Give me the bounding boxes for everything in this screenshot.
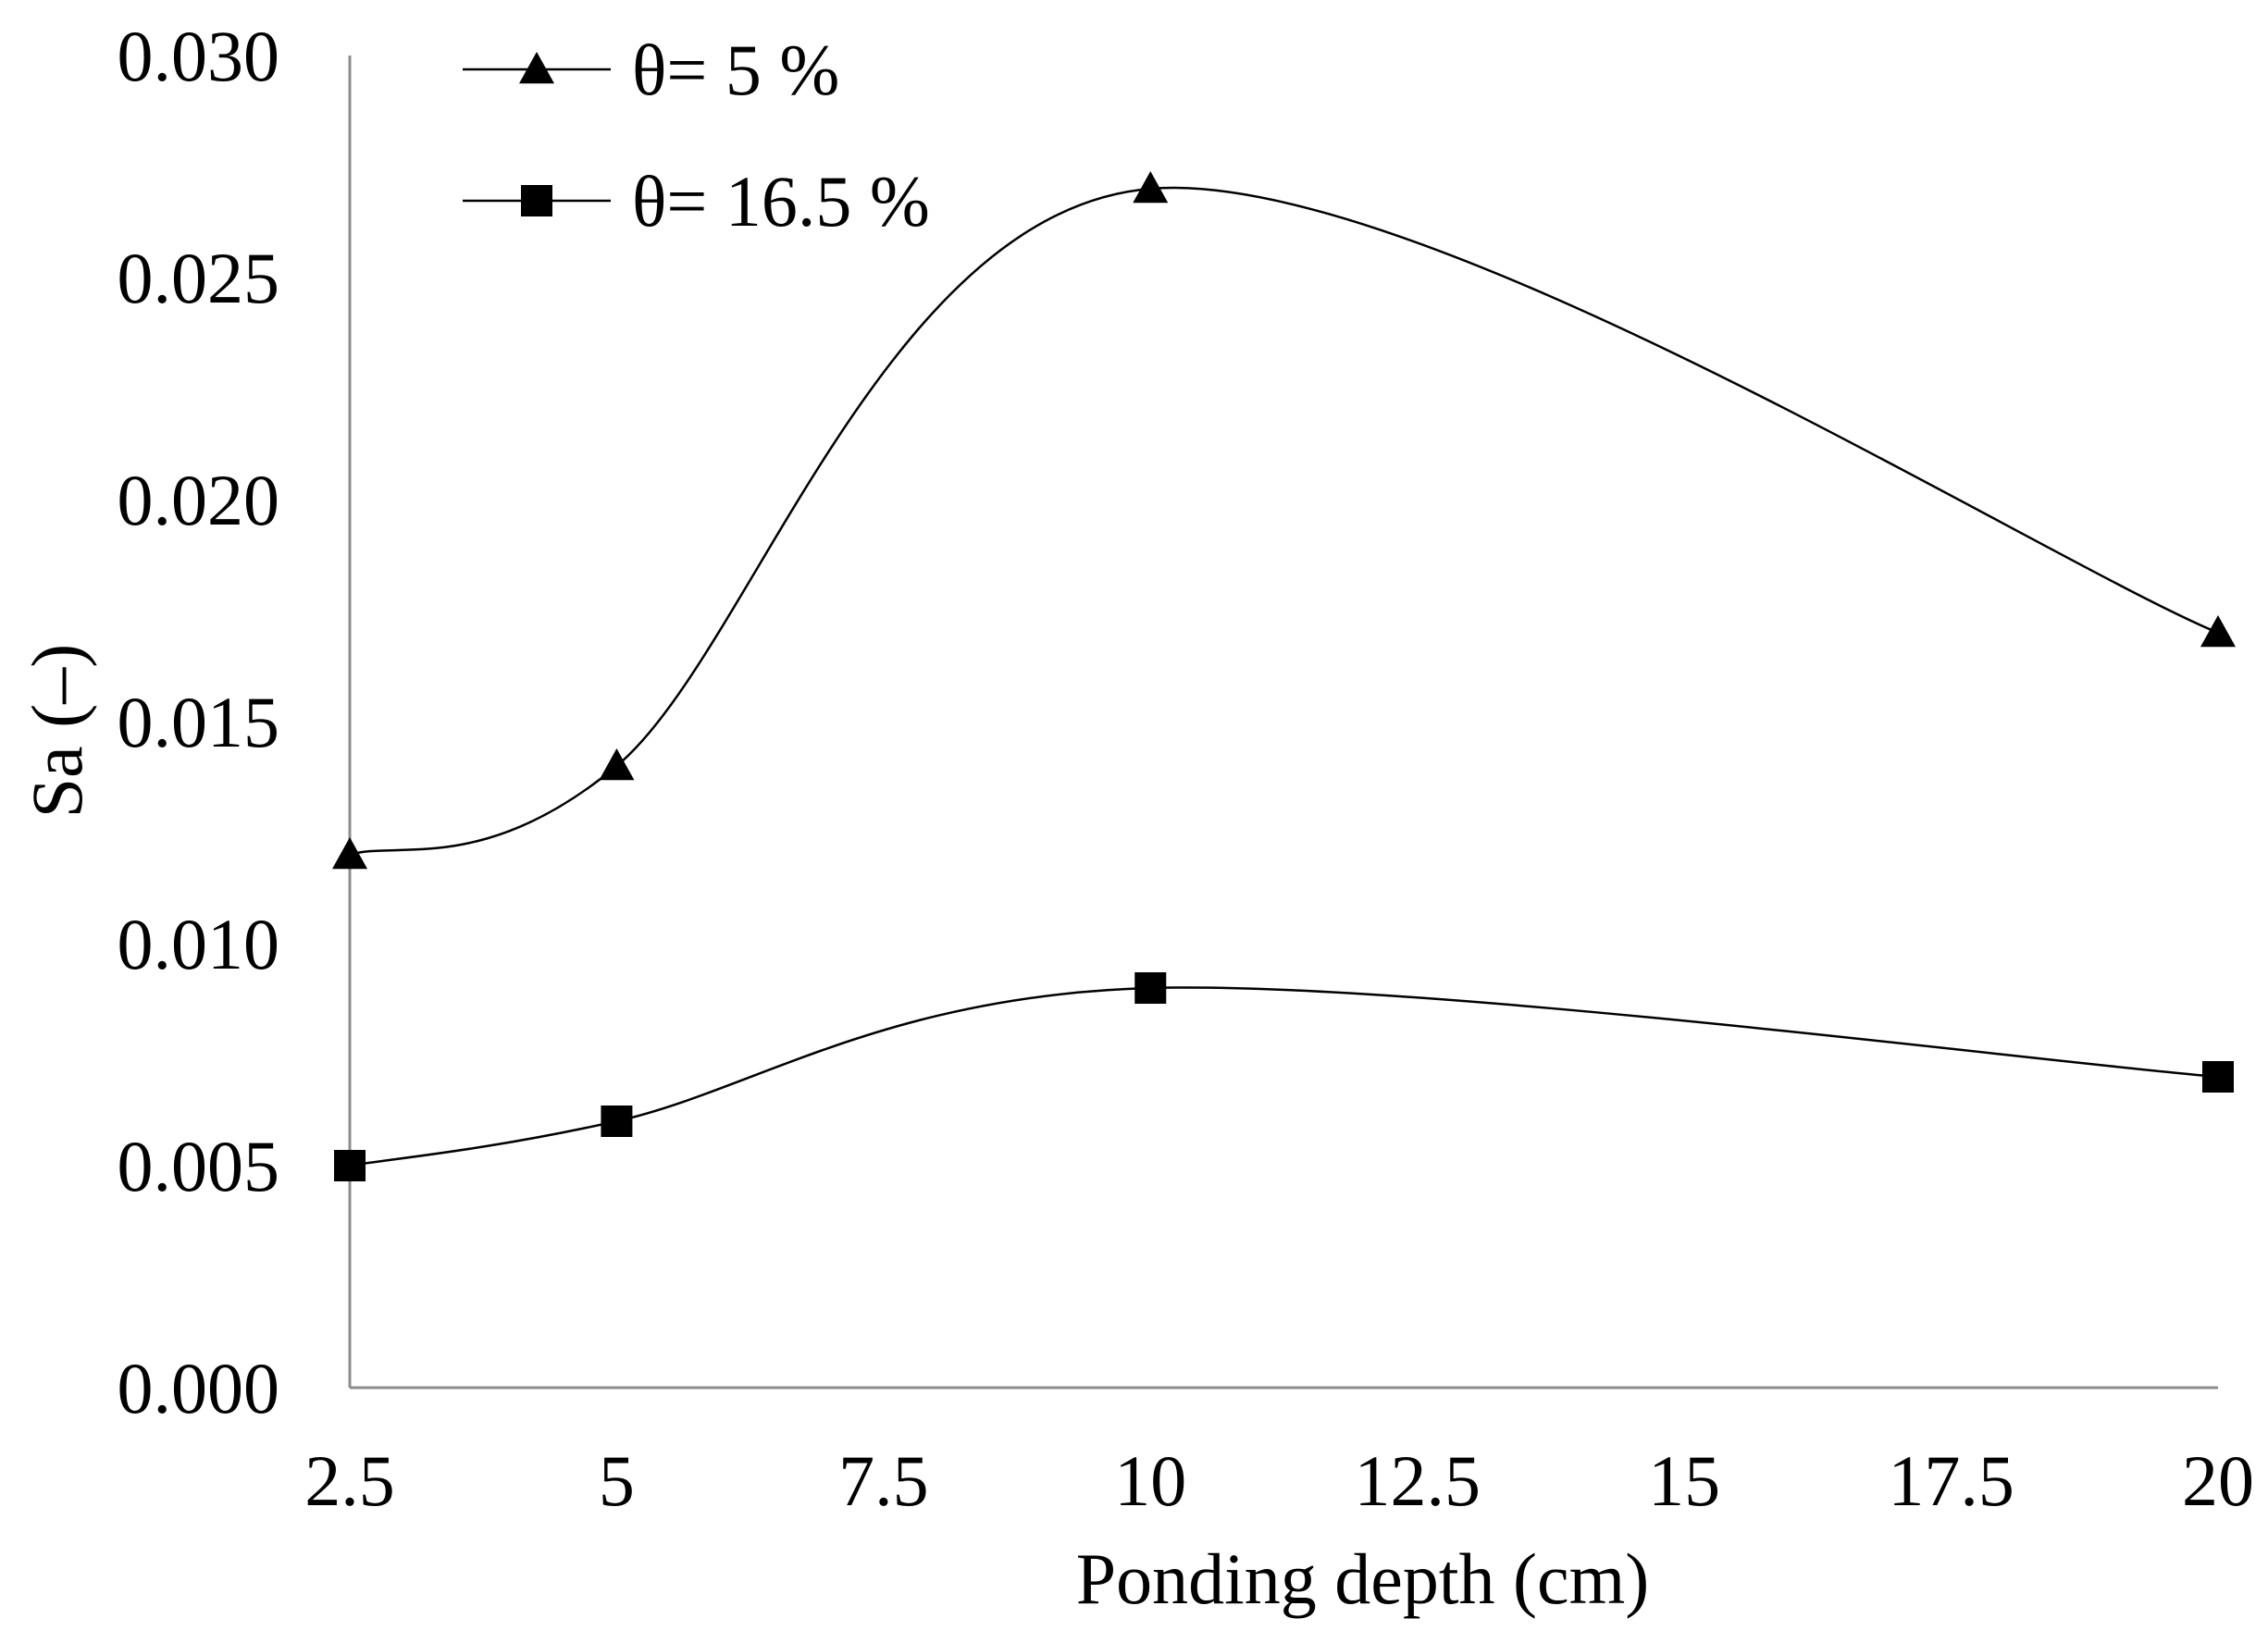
x-tick-labels: 2.5 5 7.5 10 12.5 15 17.5 20 (304, 1440, 2254, 1521)
data-point-square (2202, 1061, 2234, 1093)
x-tick-label: 15 (1648, 1440, 1720, 1521)
legend-label: θ= 5 % (632, 30, 839, 110)
legend-marker-square (521, 185, 552, 216)
x-tick-label: 12.5 (1354, 1440, 1481, 1521)
y-tick-label: 0.010 (118, 904, 280, 984)
data-point-square (334, 1150, 366, 1181)
y-tick-label: 0.030 (118, 16, 280, 96)
x-tick-label: 7.5 (838, 1440, 929, 1521)
data-point-triangle (2200, 615, 2236, 648)
data-point-triangle (599, 748, 635, 781)
y-tick-label: 0.025 (118, 238, 280, 318)
y-tick-label: 0.020 (118, 460, 280, 540)
x-tick-label: 20 (2182, 1440, 2254, 1521)
x-tick-label: 17.5 (1888, 1440, 2014, 1521)
y-tick-label: 0.000 (118, 1348, 280, 1428)
data-point-square (1134, 972, 1167, 1004)
x-axis-title: Ponding depth (cm) (1076, 1538, 1650, 1619)
series-markers (332, 171, 2236, 1181)
data-point-square (601, 1106, 633, 1137)
axes (348, 56, 2218, 1390)
data-point-triangle (332, 837, 367, 870)
series-lines (349, 186, 2219, 1167)
legend-label: θ= 16.5 % (632, 161, 930, 241)
x-tick-label: 10 (1114, 1440, 1186, 1521)
series-line-2 (349, 986, 2219, 1167)
y-axis-title: Sa (–) (17, 644, 97, 818)
x-tick-label: 5 (599, 1440, 635, 1521)
y-tick-labels: 0.000 0.005 0.010 0.015 0.020 0.025 0.030 (118, 16, 280, 1428)
y-tick-label: 0.015 (118, 682, 280, 762)
x-tick-label: 2.5 (304, 1440, 395, 1521)
data-point-triangle (1133, 171, 1169, 204)
y-tick-label: 0.005 (118, 1126, 280, 1206)
series-line-1 (349, 186, 2219, 857)
legend-marker-triangle (519, 52, 554, 84)
legend: θ= 5 % θ= 16.5 % (463, 30, 930, 241)
